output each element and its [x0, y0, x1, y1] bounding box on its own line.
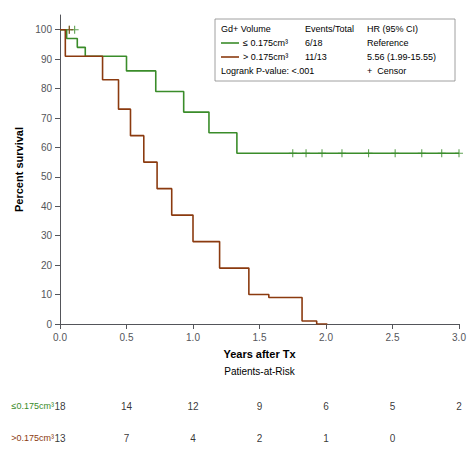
svg-text:60: 60	[41, 142, 53, 153]
svg-text:80: 80	[41, 83, 53, 94]
svg-text:Gd+ Volume: Gd+ Volume	[221, 24, 271, 34]
svg-text:5.56 (1.99-15.55): 5.56 (1.99-15.55)	[367, 52, 436, 62]
svg-text:1.0: 1.0	[186, 332, 200, 343]
svg-text:2: 2	[257, 433, 263, 444]
svg-text:>0.175cm³: >0.175cm³	[11, 433, 54, 443]
svg-text:4: 4	[190, 433, 196, 444]
svg-text:Years after Tx: Years after Tx	[223, 348, 296, 360]
svg-text:Reference: Reference	[367, 38, 409, 48]
svg-text:13: 13	[54, 433, 66, 444]
svg-text:100: 100	[35, 24, 52, 35]
svg-text:0: 0	[390, 433, 396, 444]
svg-text:10: 10	[41, 289, 53, 300]
svg-text:HR (95% CI): HR (95% CI)	[367, 24, 418, 34]
svg-text:Events/Total: Events/Total	[305, 24, 354, 34]
svg-text:5: 5	[390, 401, 396, 412]
svg-text:≤0.175cm³: ≤0.175cm³	[12, 401, 54, 411]
svg-text:11/13: 11/13	[305, 52, 327, 62]
svg-text:7: 7	[124, 433, 130, 444]
svg-text:> 0.175cm³: > 0.175cm³	[243, 52, 288, 62]
svg-text:Patients-at-Risk: Patients-at-Risk	[224, 366, 296, 377]
svg-text:≤ 0.175cm³: ≤ 0.175cm³	[243, 38, 288, 48]
svg-text:30: 30	[41, 230, 53, 241]
svg-text:14: 14	[121, 401, 133, 412]
svg-text:90: 90	[41, 54, 53, 65]
svg-text:1: 1	[323, 433, 329, 444]
svg-text:2.5: 2.5	[386, 332, 400, 343]
svg-text:40: 40	[41, 201, 53, 212]
svg-text:0.0: 0.0	[53, 332, 67, 343]
svg-text:70: 70	[41, 113, 53, 124]
svg-text:2.0: 2.0	[319, 332, 333, 343]
svg-text:12: 12	[187, 401, 199, 412]
svg-text:3.0: 3.0	[452, 332, 466, 343]
svg-text:6: 6	[323, 401, 329, 412]
svg-text:Percent survival: Percent survival	[13, 127, 25, 212]
svg-text:2: 2	[456, 401, 462, 412]
svg-text:1.5: 1.5	[253, 332, 267, 343]
svg-text:50: 50	[41, 171, 53, 182]
svg-text:0.5: 0.5	[120, 332, 134, 343]
svg-text:0: 0	[46, 319, 52, 330]
svg-text:18: 18	[54, 401, 66, 412]
svg-text:6/18: 6/18	[305, 38, 323, 48]
svg-text:+ Censor: + Censor	[367, 66, 406, 76]
svg-text:20: 20	[41, 260, 53, 271]
svg-text:Logrank P-value: <.001: Logrank P-value: <.001	[221, 66, 314, 76]
svg-text:9: 9	[257, 401, 263, 412]
